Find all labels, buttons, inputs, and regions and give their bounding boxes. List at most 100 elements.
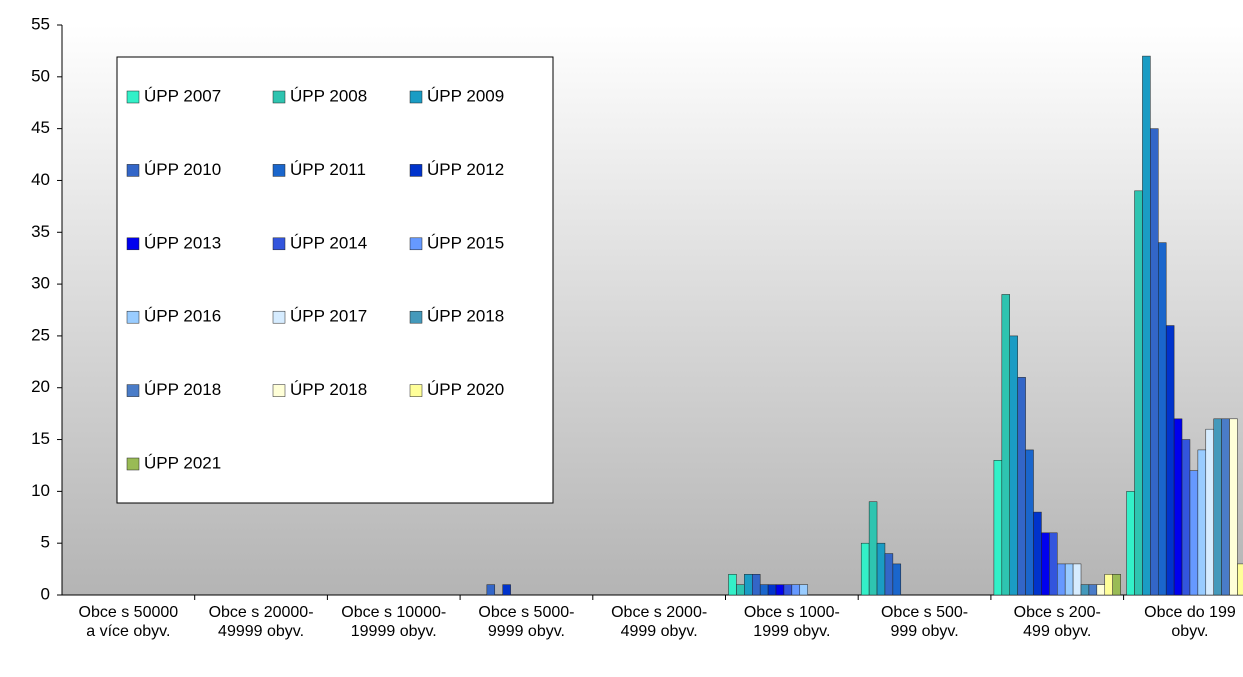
bar — [744, 574, 753, 596]
x-tick-label: Obce s 1000-1999 obyv. — [744, 604, 840, 640]
x-tick-label: Obce s 200-499 obyv. — [1014, 604, 1101, 640]
legend-label: ÚPP 2009 — [427, 86, 504, 105]
legend-swatch — [126, 310, 140, 324]
bar — [759, 584, 769, 596]
bar — [1197, 449, 1207, 596]
x-tick-label: Obce s 2000-4999 obyv. — [611, 604, 707, 640]
bar — [1165, 325, 1175, 596]
bar — [1181, 439, 1191, 596]
bar — [1080, 584, 1090, 596]
legend-swatch — [126, 90, 140, 104]
bar — [799, 584, 808, 596]
y-tick-label: 50 — [31, 66, 50, 85]
bar — [1009, 335, 1018, 596]
bar — [1189, 470, 1199, 596]
legend-label: ÚPP 2018 — [290, 380, 367, 399]
bar — [868, 501, 878, 596]
bar — [1041, 532, 1050, 596]
bar — [767, 584, 777, 596]
legend-label: ÚPP 2010 — [144, 160, 221, 179]
x-tick-label: Obce s 20000-49999 obyv. — [209, 604, 314, 640]
bar — [1017, 377, 1026, 596]
legend: ÚPP 2007 ÚPP 2008 ÚPP 2009 ÚPP 2010 ÚPP 2011… — [116, 56, 554, 504]
legend-swatch — [272, 384, 286, 397]
legend-label: ÚPP 2018 — [427, 307, 504, 326]
legend-label: ÚPP 2008 — [290, 86, 367, 105]
bar — [1096, 584, 1106, 596]
y-tick-label: 20 — [31, 377, 50, 396]
bar — [876, 542, 886, 596]
legend-label: ÚPP 2018 — [144, 380, 221, 399]
bar — [728, 574, 737, 596]
legend-swatch — [272, 164, 286, 177]
legend-label: ÚPP 2017 — [290, 307, 367, 326]
legend-swatch — [272, 237, 286, 251]
x-tick-label: Obce s 10000-19999 obyv. — [341, 604, 446, 640]
x-tick-label: Obce s 50000 a více obyv. — [79, 604, 179, 640]
bar — [1104, 574, 1113, 596]
bar — [1221, 418, 1230, 596]
legend-box — [116, 56, 554, 504]
bar — [502, 584, 511, 596]
bar — [791, 584, 801, 596]
legend-swatch — [409, 384, 423, 397]
bar — [892, 563, 902, 596]
legend-swatch — [126, 384, 140, 397]
bar — [1049, 532, 1058, 596]
bar — [1134, 190, 1143, 596]
bar — [1229, 418, 1238, 596]
bar — [1142, 55, 1151, 596]
x-tick-label: Obce s 5000-9999 obyv. — [478, 604, 574, 640]
y-tick-label: 55 — [31, 14, 50, 33]
y-tick-label: 0 — [41, 584, 50, 603]
bar — [1064, 563, 1074, 596]
bar — [783, 584, 793, 596]
legend-label: ÚPP 2020 — [427, 380, 504, 399]
legend-swatch — [126, 457, 140, 471]
legend-label: ÚPP 2012 — [427, 160, 504, 179]
legend-swatch — [272, 90, 286, 104]
y-tick-label: 45 — [31, 118, 50, 137]
bar — [1126, 491, 1135, 596]
legend-swatch — [126, 164, 140, 177]
legend-label: ÚPP 2011 — [290, 160, 366, 179]
legend-swatch — [409, 90, 423, 104]
bar — [486, 584, 496, 596]
bar — [1088, 584, 1098, 596]
bar — [1237, 563, 1243, 596]
bar — [736, 584, 745, 596]
legend-label: ÚPP 2021 — [144, 453, 221, 472]
y-tick-label: 30 — [31, 274, 50, 293]
y-tick-label: 40 — [31, 170, 50, 189]
legend-label: ÚPP 2014 — [290, 233, 367, 252]
legend-swatch — [126, 237, 140, 251]
bar — [1057, 563, 1066, 596]
legend-swatch — [409, 237, 423, 251]
legend-label: ÚPP 2015 — [427, 233, 504, 252]
y-tick-label: 35 — [31, 222, 50, 241]
y-tick-label: 15 — [31, 429, 50, 448]
bar — [1033, 511, 1042, 596]
bar — [1112, 574, 1121, 596]
legend-label: ÚPP 2007 — [144, 86, 221, 105]
bar — [1173, 418, 1183, 596]
bar — [1150, 128, 1159, 596]
bar — [993, 460, 1003, 596]
x-tick-label: Obce do 199 obyv. — [1144, 604, 1236, 640]
bar — [1001, 294, 1010, 596]
bar — [1072, 563, 1082, 596]
bar — [1158, 242, 1167, 596]
legend-label: ÚPP 2016 — [144, 307, 221, 326]
bar — [884, 553, 894, 596]
y-tick-label: 5 — [41, 533, 50, 552]
legend-label: ÚPP 2013 — [144, 233, 221, 252]
y-tick-label: 25 — [31, 325, 50, 344]
bar — [860, 542, 870, 596]
bar — [775, 584, 785, 596]
legend-swatch — [272, 310, 286, 324]
y-tick-label: 10 — [31, 481, 50, 500]
bar — [1025, 449, 1034, 596]
x-tick-label: Obce s 500-999 obyv. — [881, 604, 968, 640]
legend-swatch — [409, 164, 423, 177]
